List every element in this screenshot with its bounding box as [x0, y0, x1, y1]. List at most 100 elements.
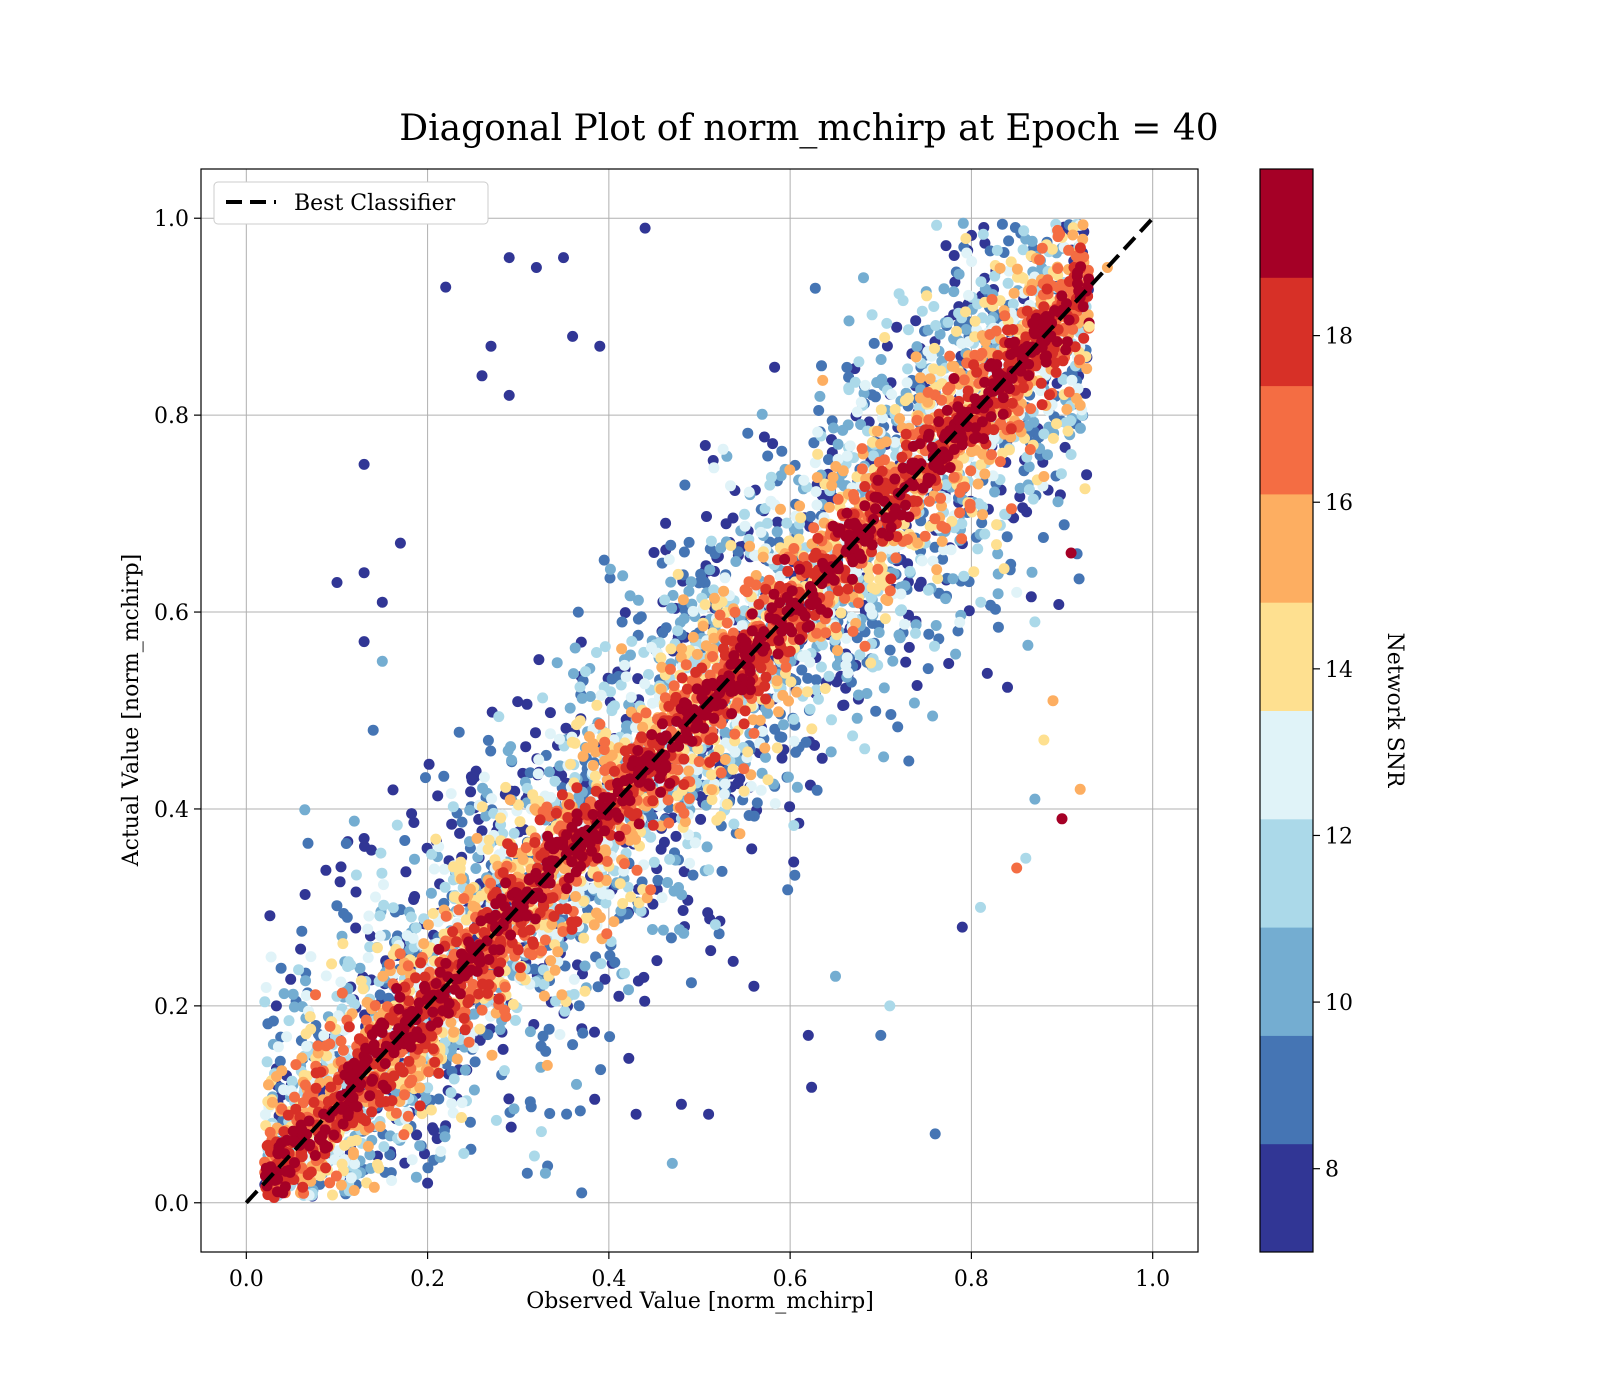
- scatter-point: [705, 945, 717, 957]
- scatter-point: [657, 627, 669, 639]
- scatter-point: [362, 923, 374, 935]
- scatter-point: [407, 932, 419, 944]
- scatter-point: [769, 361, 781, 373]
- scatter-point: [810, 684, 822, 696]
- scatter-point: [736, 620, 748, 632]
- scatter-point: [370, 891, 381, 903]
- scatter-point: [588, 919, 600, 931]
- scatter-point: [643, 669, 654, 680]
- scatter-point: [402, 960, 414, 972]
- scatter-point: [875, 551, 887, 563]
- scatter-point: [505, 1121, 517, 1133]
- scatter-point: [595, 958, 607, 970]
- scatter-point: [625, 691, 637, 703]
- scatter-point: [973, 498, 985, 510]
- scatter-point: [1051, 418, 1062, 430]
- scatter-point: [425, 1104, 437, 1116]
- scatter-point: [924, 373, 936, 385]
- scatter-point: [1027, 493, 1039, 505]
- scatter-point: [619, 659, 631, 671]
- scatter-point: [794, 500, 806, 512]
- scatter-point: [992, 588, 1004, 600]
- scatter-point: [910, 627, 921, 639]
- scatter-point: [405, 911, 417, 923]
- scatter-point: [1057, 374, 1069, 385]
- scatter-point: [701, 511, 712, 522]
- scatter-point: [1072, 383, 1084, 395]
- scatter-point: [1073, 573, 1085, 585]
- scatter-point: [809, 739, 820, 751]
- scatter-point: [561, 1108, 573, 1120]
- scatter-point: [647, 924, 658, 935]
- scatter-point: [482, 734, 494, 746]
- scatter-point: [265, 951, 277, 963]
- scatter-point: [449, 891, 460, 903]
- scatter-point: [599, 736, 611, 748]
- scatter-point: [840, 632, 852, 644]
- scatter-point: [409, 853, 420, 865]
- scatter-point: [960, 306, 971, 318]
- scatter-point: [832, 493, 844, 505]
- scatter-point: [884, 644, 896, 656]
- scatter-point: [439, 1131, 451, 1143]
- scatter-point: [954, 616, 966, 628]
- scatter-point: [604, 572, 616, 584]
- scatter-point: [483, 834, 495, 846]
- scatter-point: [986, 294, 998, 305]
- scatter-point: [559, 1005, 571, 1017]
- scatter-point: [400, 866, 412, 878]
- scatter-point: [843, 384, 855, 396]
- scatter-point: [406, 1154, 418, 1166]
- scatter-point: [1047, 432, 1059, 444]
- scatter-point: [300, 990, 312, 1001]
- scatter-point: [1003, 235, 1015, 247]
- scatter-point: [1026, 566, 1038, 578]
- scatter-point: [938, 544, 950, 556]
- scatter-point: [1014, 491, 1026, 503]
- scatter-point: [992, 548, 1004, 560]
- scatter-point: [574, 681, 586, 693]
- scatter-point: [423, 758, 435, 770]
- scatter-point: [639, 678, 651, 690]
- scatter-point: [556, 989, 568, 1001]
- scatter-point: [788, 820, 800, 831]
- scatter-point: [467, 900, 479, 912]
- scatter-point: [376, 867, 388, 879]
- scatter-point: [626, 635, 638, 647]
- scatter-point: [295, 943, 307, 955]
- scatter-point: [578, 932, 590, 944]
- scatter-point: [928, 301, 940, 312]
- scatter-point: [881, 317, 893, 329]
- scatter-point: [494, 1024, 506, 1035]
- scatter-point: [727, 955, 739, 967]
- scatter-point: [931, 564, 943, 576]
- scatter-point: [826, 480, 838, 491]
- scatter-point: [506, 754, 518, 766]
- scatter-point: [624, 590, 636, 602]
- scatter-point: [587, 760, 599, 771]
- scatter-point: [604, 563, 616, 575]
- scatter-point: [725, 540, 737, 551]
- scatter-point: [963, 289, 974, 301]
- scatter-point: [929, 342, 940, 354]
- scatter-point: [304, 1011, 316, 1023]
- scatter-point: [797, 651, 809, 663]
- scatter-point: [521, 698, 533, 710]
- scatter-point: [478, 771, 490, 783]
- scatter-point: [891, 321, 903, 333]
- scatter-point: [334, 876, 346, 888]
- scatter-point: [877, 412, 889, 424]
- scatter-point: [651, 955, 663, 967]
- scatter-point: [348, 815, 360, 827]
- scatter-point: [324, 1020, 336, 1032]
- scatter-point: [758, 431, 770, 443]
- scatter-point: [577, 1027, 589, 1039]
- scatter-point: [1052, 496, 1064, 508]
- scatter-point: [855, 419, 867, 430]
- scatter-point: [719, 572, 731, 584]
- scatter-point: [275, 962, 287, 974]
- scatter-point: [456, 1112, 467, 1123]
- scatter-point: [1018, 225, 1030, 237]
- scatter-point: [853, 356, 865, 368]
- scatter-point: [427, 908, 439, 919]
